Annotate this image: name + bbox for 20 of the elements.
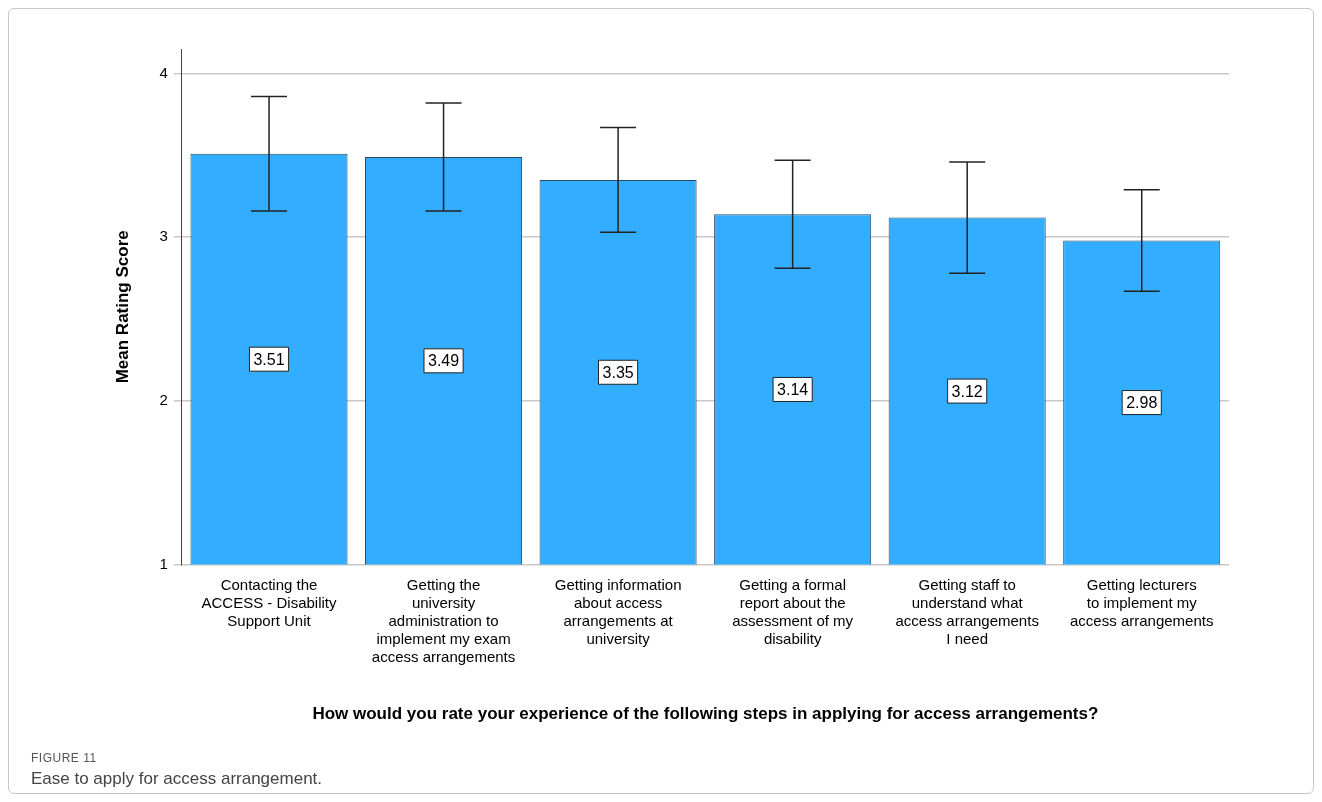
y-tick-label: 1 xyxy=(159,554,168,572)
x-tick-label: Contacting the ACCESS - Disability Support Unit xyxy=(201,575,338,629)
text: Ease to apply for access arrangement. xyxy=(31,769,323,789)
data-label: 3.35 xyxy=(602,363,634,381)
y-tick-label: 4 xyxy=(159,63,168,81)
data-label: 3.49 xyxy=(427,352,460,370)
y-tick-label: 2 xyxy=(159,391,168,409)
x-axis-title: How would you rate your experience of the following steps in applying for access arrangements? xyxy=(312,704,1099,724)
y-tick-label: 3 xyxy=(159,227,168,245)
data-label: 2.98 xyxy=(1126,393,1158,411)
data-label: 3.51 xyxy=(253,350,285,368)
x-tick-label: Getting the university administration to implement my exam access arrangements xyxy=(371,575,516,665)
x-tick-label: Getting information about access arrangements at university xyxy=(554,575,682,647)
caption: FIGURE 11 xyxy=(31,751,97,765)
y-axis-title: Mean Rating Score xyxy=(112,230,132,384)
x-tick-label: Getting staff to understand what access arrangements I need xyxy=(895,575,1039,647)
x-tick-label: Getting a formal report about the assessment of my disability xyxy=(732,575,854,647)
data-label: 3.12 xyxy=(951,382,983,400)
x-tick-label: Getting lecturers to implement my access arrangements xyxy=(1070,575,1214,629)
data-label: 3.14 xyxy=(777,380,809,398)
